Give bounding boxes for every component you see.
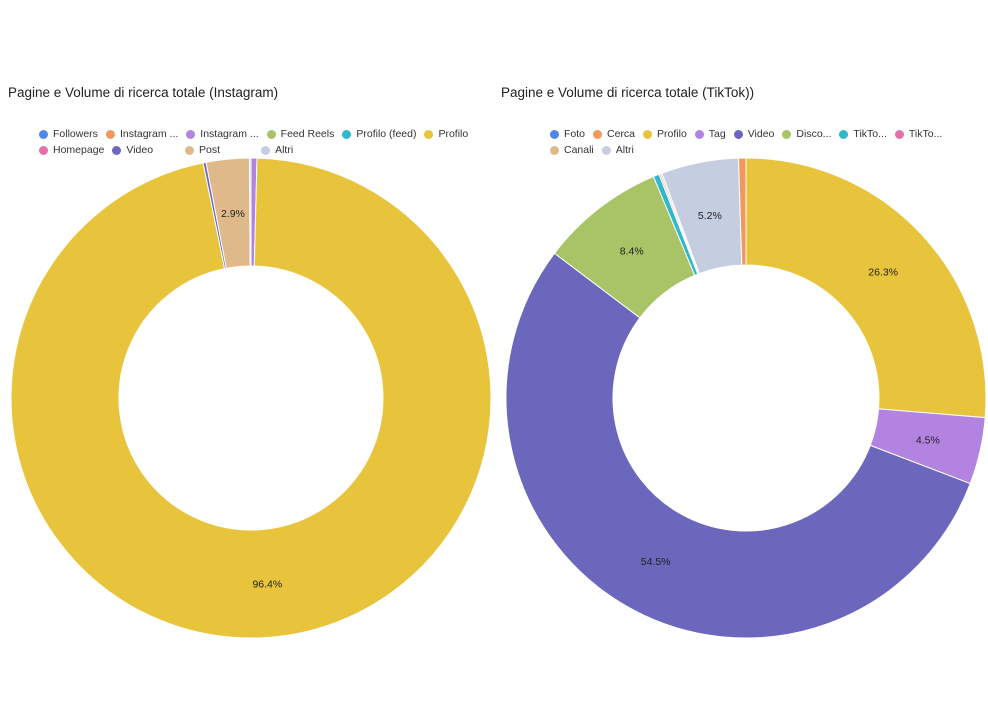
chart-title: Pagine e Volume di ricerca totale (TikTo…: [501, 85, 755, 100]
legend-dot: [550, 129, 559, 139]
legend-dot: [733, 129, 743, 139]
tiktok-chart-panel: Pagine e Volume di ricerca totale (TikTo…: [494, 0, 988, 716]
legend-item-cerca[interactable]: Cerca: [593, 128, 635, 140]
legend-dot: [424, 129, 434, 139]
legend-dot: [601, 145, 611, 155]
legend-item-instagram-2[interactable]: Instagram ...: [186, 128, 259, 140]
legend-item-canali[interactable]: Canali: [550, 144, 594, 156]
legend-item-homepage[interactable]: Homepage: [39, 144, 104, 156]
legend-dot: [643, 129, 653, 139]
legend-item-post[interactable]: Post: [185, 144, 220, 156]
chart-legend: Followers Instagram ... Instagram ... Fe…: [39, 126, 489, 158]
donut-slice[interactable]: [745, 157, 987, 419]
legend-item-tag[interactable]: Tag: [694, 128, 726, 140]
legend-item-instagram-1[interactable]: Instagram ...: [105, 128, 178, 140]
legend-item-profilo-feed[interactable]: Profilo (feed): [342, 128, 416, 140]
legend-row: Canali Altri: [550, 142, 980, 158]
legend-dot: [266, 129, 276, 139]
legend-row: Homepage Video Post Altri: [39, 142, 489, 158]
slice-data-label: 8.4%: [620, 246, 644, 258]
legend-item-profilo[interactable]: Profilo: [424, 128, 468, 140]
slice-data-label: 2.9%: [221, 208, 245, 220]
legend-dot: [39, 145, 48, 155]
chart-title: Pagine e Volume di ricerca totale (Insta…: [8, 85, 279, 100]
donut-slice[interactable]: [737, 157, 747, 266]
legend-row: Foto Cerca Profilo Tag Video Disco...: [550, 126, 980, 142]
legend-item-disco[interactable]: Disco...: [782, 128, 831, 140]
legend-row: Followers Instagram ... Instagram ... Fe…: [39, 126, 489, 142]
slice-data-label: 96.4%: [252, 578, 282, 590]
legend-item-altri[interactable]: Altri: [261, 144, 293, 156]
donut-slice[interactable]: [505, 252, 971, 639]
slice-data-label: 26.3%: [868, 267, 898, 279]
legend-dot: [782, 129, 792, 139]
donut-slice[interactable]: [10, 157, 492, 639]
donut-slice[interactable]: [248, 157, 252, 267]
legend-item-tikto-2[interactable]: TikTo...: [894, 128, 942, 140]
legend-dot: [839, 129, 849, 139]
legend-dot: [342, 129, 352, 139]
legend-dot: [112, 145, 122, 155]
legend-dot: [694, 129, 704, 139]
legend-dot: [593, 129, 603, 139]
legend-dot: [261, 145, 271, 155]
legend-dot: [186, 129, 196, 139]
legend-item-foto[interactable]: Foto: [550, 128, 585, 140]
donut-chart: 96.4% 2.9%: [10, 157, 492, 639]
legend-dot: [105, 129, 115, 139]
legend-dot: [185, 145, 195, 155]
slice-data-label: 54.5%: [641, 556, 671, 568]
slice-data-label: 4.5%: [916, 434, 940, 446]
legend-item-video[interactable]: Video: [733, 128, 774, 140]
legend-item-altri[interactable]: Altri: [601, 144, 634, 156]
legend-dot: [894, 129, 904, 139]
legend-dot: [550, 145, 559, 155]
slice-data-label: 5.2%: [698, 210, 722, 222]
legend-item-video[interactable]: Video: [112, 144, 153, 156]
instagram-chart-panel: Pagine e Volume di ricerca totale (Insta…: [8, 85, 492, 639]
legend-dot: [39, 129, 48, 139]
donut-chart: 26.3% 4.5% 54.5% 8.4% 5.2%: [505, 157, 987, 639]
legend-item-profilo[interactable]: Profilo: [643, 128, 687, 140]
chart-legend: Foto Cerca Profilo Tag Video Disco...: [550, 126, 980, 158]
legend-item-tikto-1[interactable]: TikTo...: [839, 128, 887, 140]
legend-item-followers[interactable]: Followers: [39, 128, 98, 140]
legend-item-feed-reels[interactable]: Feed Reels: [266, 128, 334, 140]
